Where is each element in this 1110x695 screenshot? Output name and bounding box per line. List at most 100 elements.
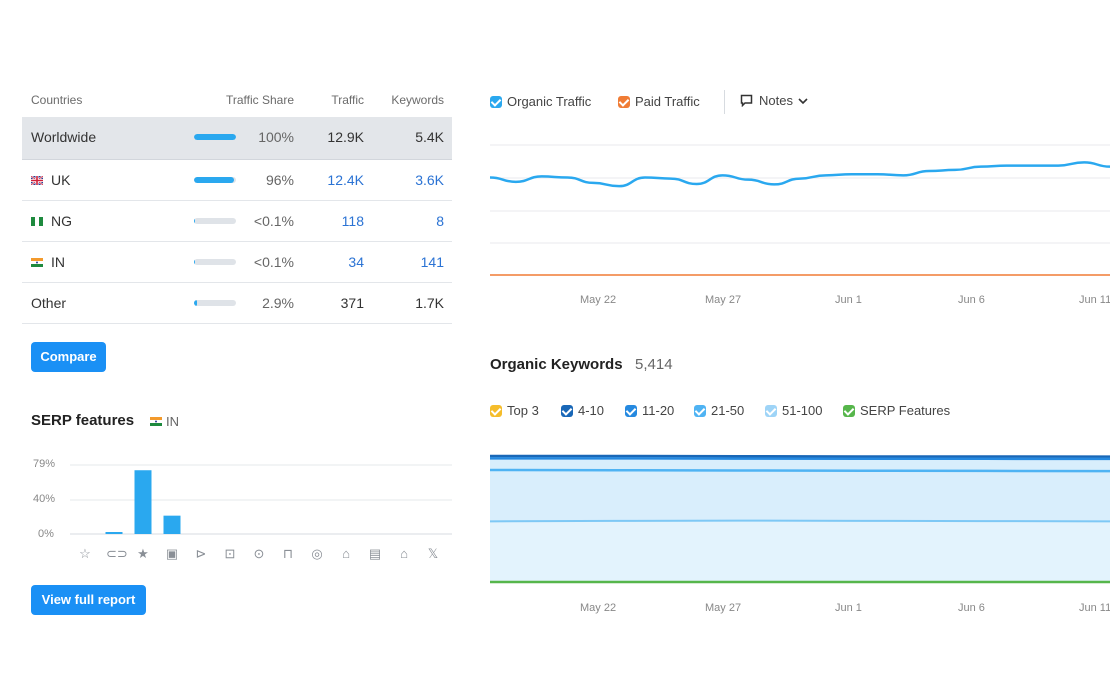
legend-label: Organic Traffic [507, 94, 592, 109]
x-tick: Jun 11 [1079, 602, 1110, 614]
traffic-value: 371 [340, 295, 364, 311]
checkbox-icon [843, 404, 855, 417]
shopping-icon[interactable]: ⌂ [400, 546, 408, 561]
legend-4-10[interactable]: 4-10 [561, 403, 604, 418]
ng-flag-icon [31, 216, 43, 226]
col-traffic-share: Traffic Share [225, 93, 294, 107]
legend-21-50[interactable]: 21-50 [694, 403, 744, 418]
legend-label: Paid Traffic [635, 94, 700, 109]
chevron-down-icon [798, 97, 808, 104]
x-tick: May 22 [580, 602, 617, 614]
col-traffic: Traffic [331, 93, 364, 107]
featured-video-icon[interactable]: ⊙ [253, 546, 265, 561]
keywords-link[interactable]: 8 [436, 213, 444, 229]
knowledge-icon[interactable]: ⌂ [342, 546, 350, 561]
note-icon [740, 94, 753, 107]
video-icon[interactable]: ⊳ [195, 546, 207, 561]
line-21-50 [489, 519, 1110, 523]
country-cell: UK [31, 172, 70, 188]
legend-divider [724, 90, 725, 114]
legend-label: 11-20 [642, 403, 675, 418]
legend-serp-features[interactable]: SERP Features [843, 403, 950, 418]
traffic-share: <0.1% [253, 254, 294, 270]
share-bar [194, 177, 236, 183]
keywords-link[interactable]: 3.6K [415, 172, 444, 188]
legend-top-3[interactable]: Top 3 [490, 403, 539, 418]
col-countries: Countries [31, 93, 83, 107]
share-bar [194, 259, 236, 265]
country-cell: NG [31, 213, 72, 229]
table-row[interactable]: Other 2.9% 371 1.7K [22, 283, 452, 324]
keywords-value: 5.4K [415, 129, 444, 145]
line-11-20 [489, 468, 1110, 473]
traffic-link[interactable]: 118 [341, 213, 364, 229]
x-tick: Jun 6 [958, 294, 985, 306]
area-21-50 [490, 520, 1110, 582]
serp-location[interactable]: IN [150, 414, 179, 429]
legend-label: 21-50 [711, 403, 745, 418]
notes-dropdown[interactable]: Notes [740, 93, 808, 108]
checkbox-icon [561, 404, 573, 417]
serp-location-label: IN [166, 414, 179, 429]
table-header: Countries Traffic Share Traffic Keywords [22, 85, 452, 117]
legend-label: 4-10 [578, 403, 605, 418]
in-flag-icon [150, 417, 162, 427]
image-pack-icon[interactable]: ⊡ [224, 546, 236, 561]
star-outline-icon[interactable]: ☆ [79, 546, 91, 561]
traffic-value: 12.9K [327, 129, 364, 145]
organic-keywords-chart [489, 454, 1110, 584]
checkbox-icon [765, 404, 777, 417]
image-icon[interactable]: ▣ [165, 546, 179, 561]
y-tick: 40% [33, 493, 56, 505]
star-icon[interactable]: ★ [137, 546, 149, 561]
traffic-chart [489, 144, 1110, 276]
keywords-value: 1.7K [415, 295, 444, 311]
serp-features-chart [70, 464, 452, 535]
local-pack-icon[interactable]: ◎ [311, 546, 323, 561]
table-row[interactable]: UK 96% 12.4K 3.6K [22, 160, 452, 201]
traffic-link[interactable]: 34 [348, 254, 364, 270]
legend-organic-traffic[interactable]: Organic Traffic [490, 94, 591, 109]
in-flag-icon [31, 257, 43, 267]
share-bar [194, 218, 236, 224]
legend-51-100[interactable]: 51-100 [765, 403, 822, 418]
document-icon[interactable]: ▤ [368, 546, 382, 561]
checkbox-icon [490, 95, 502, 108]
country-name: NG [51, 213, 72, 229]
legend-label: SERP Features [860, 403, 951, 418]
compare-button[interactable]: Compare [31, 342, 106, 372]
table-row[interactable]: Worldwide 100% 12.9K 5.4K [22, 117, 452, 160]
traffic-share: 96% [265, 172, 294, 188]
legend-paid-traffic[interactable]: Paid Traffic [618, 94, 700, 109]
legend-label: 51-100 [782, 403, 823, 418]
share-bar [194, 134, 236, 140]
serp-bar-image [163, 515, 181, 534]
table-row[interactable]: IN <0.1% 34 141 [22, 242, 452, 283]
x-tick: May 27 [705, 602, 742, 614]
serp-bar-link [105, 532, 123, 534]
view-full-report-button[interactable]: View full report [31, 585, 146, 615]
table-row[interactable]: NG <0.1% 118 8 [22, 201, 452, 242]
notes-label: Notes [759, 93, 793, 108]
y-tick: 79% [33, 458, 56, 470]
countries-table: Countries Traffic Share Traffic Keywords… [22, 85, 452, 324]
serp-bar-star [134, 470, 152, 534]
legend-11-20[interactable]: 11-20 [625, 403, 674, 418]
x-tick: Jun 11 [1079, 294, 1110, 306]
line-top-3 [490, 454, 1110, 458]
x-tick: Jun 1 [835, 294, 862, 306]
faq-icon[interactable]: ⊓ [282, 546, 294, 561]
country-name: UK [51, 172, 71, 188]
checkbox-icon [490, 404, 502, 417]
share-bar [194, 300, 236, 306]
twitter-icon[interactable]: 𝕏 [427, 546, 439, 561]
traffic-share: 100% [258, 129, 294, 145]
checkbox-icon [694, 404, 706, 417]
traffic-link[interactable]: 12.4K [327, 172, 364, 188]
x-tick: Jun 6 [958, 602, 985, 614]
country-cell: IN [31, 254, 65, 270]
col-keywords: Keywords [391, 93, 444, 107]
serp-features-title: SERP features [31, 412, 135, 429]
keywords-link[interactable]: 141 [420, 254, 444, 270]
y-tick: 0% [38, 528, 54, 540]
